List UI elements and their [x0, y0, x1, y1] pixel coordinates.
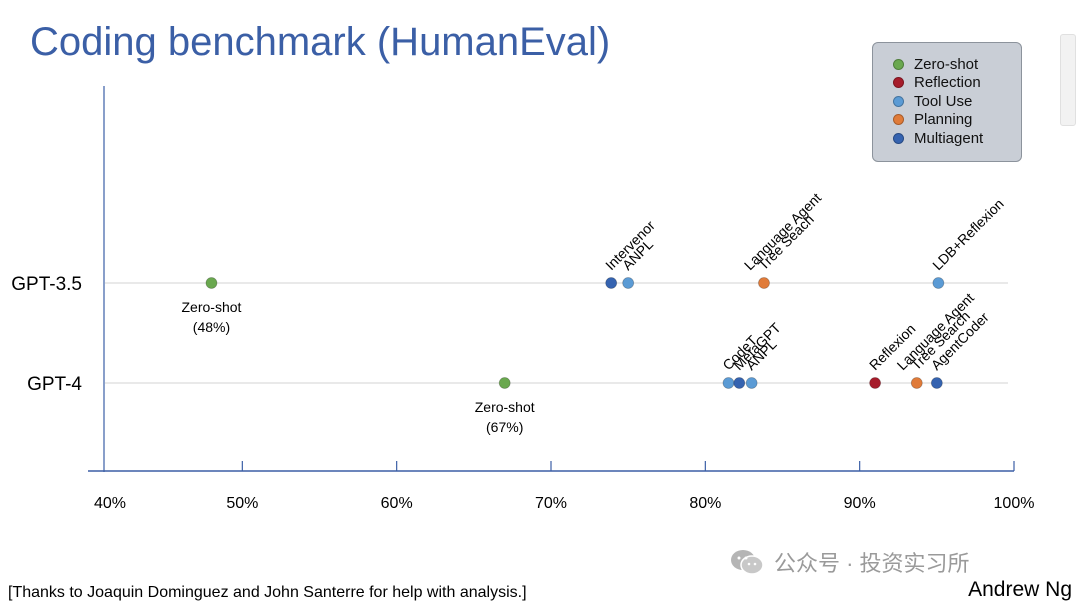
chart-title: Coding benchmark (HumanEval) — [30, 20, 611, 64]
x-tick-label: 100% — [994, 495, 1035, 512]
legend-item-planning: Planning — [893, 111, 1021, 130]
legend-label: Multiagent — [914, 129, 984, 147]
watermark-text: 公众号 · 投资实习所 — [774, 551, 970, 576]
data-point — [930, 377, 943, 389]
point-label: (48%) — [193, 319, 230, 335]
point-label: (67%) — [486, 419, 523, 435]
legend-label: Zero-shot — [914, 55, 979, 73]
legend-item-tool-use: Tool Use — [893, 92, 1021, 111]
x-tick-label: 50% — [226, 495, 258, 512]
y-category-label: GPT-4 — [27, 374, 82, 395]
x-tick-label: 40% — [94, 495, 126, 512]
hd-suite-strip — [1060, 34, 1076, 126]
legend-item-reflection: Reflection — [893, 74, 1021, 93]
legend: Zero-shot Reflection Tool Use Planning M… — [872, 42, 1022, 162]
data-point — [205, 277, 218, 289]
credit-text: [Thanks to Joaquin Dominguez and John Sa… — [8, 584, 527, 601]
author-name: Andrew Ng — [968, 578, 1072, 601]
point-label: Language Agent — [741, 190, 825, 274]
point-label: LDB+Reflexion — [929, 195, 1007, 273]
x-tick-label: 90% — [844, 495, 876, 512]
legend-label: Planning — [914, 111, 973, 129]
data-point — [605, 277, 618, 289]
x-tick-label: 70% — [535, 495, 567, 512]
x-tick-label: 80% — [689, 495, 721, 512]
data-point — [622, 277, 635, 289]
data-point — [498, 377, 511, 389]
wechat-icon — [731, 550, 764, 575]
watermark: 公众号 · 投资实习所 — [730, 546, 970, 578]
legend-item-zero-shot: Zero-shot — [893, 55, 1021, 74]
point-label: Zero-shot — [182, 299, 242, 315]
data-point — [745, 377, 758, 389]
legend-label: Reflection — [914, 74, 981, 92]
y-category-label: GPT-3.5 — [11, 274, 82, 295]
data-point — [758, 277, 770, 289]
legend-swatch-zero-shot — [893, 58, 904, 70]
legend-swatch-tool-use — [893, 95, 904, 107]
point-label: Zero-shot — [475, 399, 535, 415]
data-point — [910, 377, 923, 389]
legend-swatch-reflection — [893, 77, 904, 89]
data-point — [733, 377, 746, 389]
data-point — [932, 277, 945, 289]
legend-label: Tool Use — [914, 92, 973, 110]
data-point — [869, 377, 881, 389]
legend-item-multiagent: Multiagent — [893, 129, 1021, 148]
x-tick-label: 60% — [381, 495, 413, 512]
data-point — [722, 377, 735, 389]
legend-swatch-multiagent — [893, 132, 904, 144]
legend-swatch-planning — [893, 114, 904, 126]
